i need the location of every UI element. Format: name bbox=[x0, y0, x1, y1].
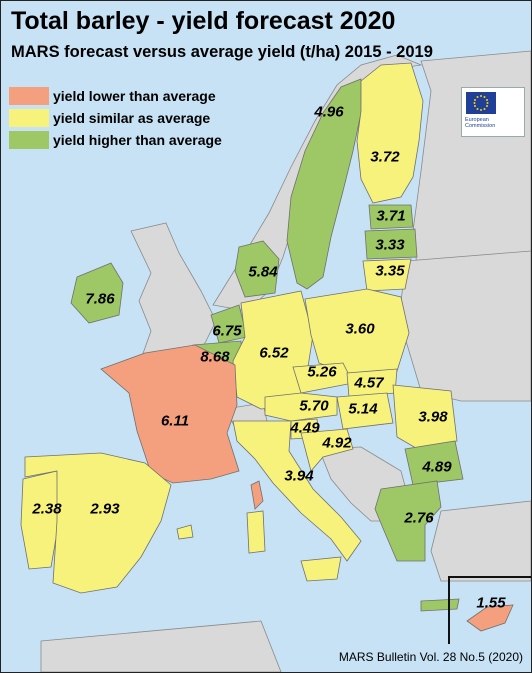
legend-swatch-lower bbox=[9, 87, 49, 105]
value-slovakia: 4.57 bbox=[354, 374, 384, 392]
value-lithuania: 3.35 bbox=[375, 262, 405, 280]
legend-item-similar: yield similar as average bbox=[9, 107, 222, 129]
austria-shape bbox=[264, 392, 338, 422]
legend: yield lower than average yield similar a… bbox=[9, 85, 222, 151]
italy-shape bbox=[232, 420, 362, 562]
france-shape bbox=[100, 344, 240, 484]
sardinia-shape bbox=[246, 510, 266, 554]
eu-logo-text: European Commission bbox=[465, 117, 523, 129]
denmark-shape bbox=[234, 240, 280, 298]
value-hungary: 5.14 bbox=[348, 400, 378, 418]
cyprus-inset-frame bbox=[448, 576, 531, 644]
value-austria: 5.70 bbox=[299, 397, 329, 415]
value-denmark: 5.84 bbox=[248, 263, 278, 281]
value-romania: 3.98 bbox=[418, 408, 448, 426]
legend-label-higher: yield higher than average bbox=[53, 132, 222, 148]
croatia-shape bbox=[300, 428, 354, 472]
greece-shape bbox=[374, 480, 442, 562]
legend-item-higher: yield higher than average bbox=[9, 129, 222, 151]
value-latvia: 3.33 bbox=[375, 236, 405, 254]
value-ireland: 7.86 bbox=[85, 290, 115, 308]
value-greece: 2.76 bbox=[404, 509, 434, 527]
latvia-shape bbox=[364, 228, 418, 260]
legend-label-similar: yield similar as average bbox=[53, 110, 211, 126]
value-germany: 6.52 bbox=[259, 344, 289, 362]
balearic-shape bbox=[176, 524, 194, 540]
european-commission-logo: European Commission bbox=[461, 87, 525, 137]
sicily-shape bbox=[300, 556, 342, 582]
value-finland: 3.72 bbox=[370, 148, 400, 166]
value-spain: 2.93 bbox=[90, 500, 120, 518]
legend-label-lower: yield lower than average bbox=[53, 88, 216, 104]
value-sweden: 4.96 bbox=[314, 103, 344, 121]
finland-shape bbox=[356, 62, 424, 204]
hungary-shape bbox=[336, 392, 394, 430]
value-cyprus: 1.55 bbox=[476, 594, 506, 612]
value-belgium: 8.68 bbox=[200, 348, 230, 366]
portugal-shape bbox=[20, 470, 60, 570]
eu-flag-icon bbox=[466, 92, 496, 114]
corsica-shape bbox=[250, 480, 264, 510]
value-poland: 3.60 bbox=[345, 320, 375, 338]
source-note: MARS Bulletin Vol. 28 No.5 (2020) bbox=[338, 650, 523, 664]
eu-logo-line1: European bbox=[465, 117, 489, 123]
cyprus-shape bbox=[466, 604, 514, 632]
bulgaria-shape bbox=[404, 440, 464, 486]
lithuania-shape bbox=[362, 258, 412, 292]
turkey-shape bbox=[430, 500, 531, 582]
value-italy: 3.94 bbox=[284, 467, 314, 485]
legend-swatch-higher bbox=[9, 131, 49, 149]
map-title: Total barley - yield forecast 2020 bbox=[11, 7, 396, 35]
value-france: 6.11 bbox=[160, 412, 190, 430]
value-netherlands: 6.75 bbox=[212, 322, 242, 340]
estonia-shape bbox=[368, 204, 414, 230]
value-bulgaria: 4.89 bbox=[422, 458, 452, 476]
legend-item-lower: yield lower than average bbox=[9, 85, 222, 107]
ireland-shape bbox=[70, 262, 124, 324]
belarus-ukraine-shape bbox=[400, 250, 531, 402]
map-subtitle: MARS forecast versus average yield (t/ha… bbox=[11, 43, 433, 61]
legend-swatch-similar bbox=[9, 109, 49, 127]
eu-logo-line2: Commission bbox=[465, 123, 496, 129]
spain-shape bbox=[24, 452, 172, 594]
north-africa-shape bbox=[40, 620, 282, 672]
value-estonia: 3.71 bbox=[376, 207, 406, 225]
value-croatia: 4.92 bbox=[322, 434, 352, 452]
value-slovenia: 4.49 bbox=[290, 419, 320, 437]
value-portugal: 2.38 bbox=[32, 500, 62, 518]
uk-shape bbox=[130, 222, 217, 364]
value-czechia: 5.26 bbox=[307, 363, 337, 381]
